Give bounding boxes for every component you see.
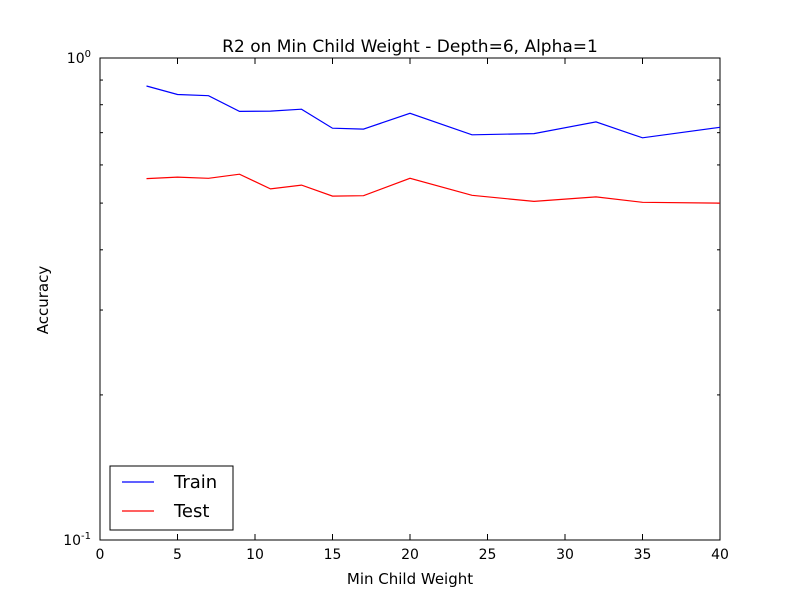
x-tick-label: 40	[711, 547, 729, 563]
x-tick-label: 30	[556, 547, 574, 563]
x-ticks: 0 5 10 15 20 25 30 35 40	[96, 58, 729, 563]
series-lines	[146, 85, 721, 204]
x-tick-label: 5	[173, 547, 182, 563]
y-tick-label: 100	[67, 49, 91, 67]
legend-label-test: Test	[173, 501, 209, 522]
x-tick-label: 0	[96, 547, 105, 563]
y-ticks: 100 10-1	[63, 49, 720, 549]
x-tick-label: 20	[401, 547, 419, 563]
x-tick-label: 35	[634, 547, 652, 563]
series-line-train	[146, 85, 721, 139]
plot-area	[99, 57, 721, 541]
x-tick-label: 15	[324, 547, 342, 563]
chart-title: R2 on Min Child Weight - Depth=6, Alpha=…	[222, 37, 598, 57]
legend-label-train: Train	[173, 472, 217, 493]
y-tick-label: 10-1	[63, 531, 91, 549]
x-tick-label: 25	[479, 547, 497, 563]
x-axis-label: Min Child Weight	[347, 570, 473, 588]
x-tick-label: 10	[246, 547, 264, 563]
series-line-test	[146, 173, 721, 204]
y-axis-label: Accuracy	[34, 266, 52, 335]
legend-box	[109, 465, 234, 531]
legend: Train Test	[109, 465, 234, 531]
